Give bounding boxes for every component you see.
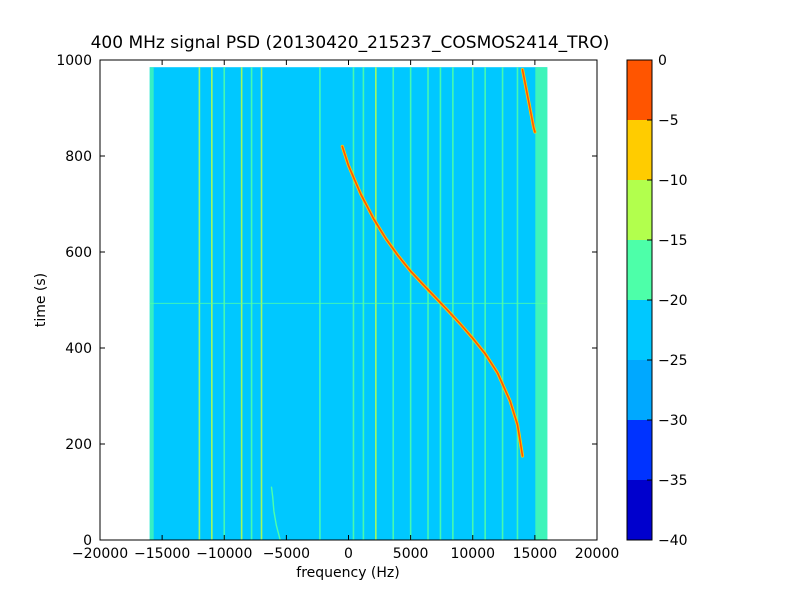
doppler-track <box>270 486 281 541</box>
x-axis-label: frequency (Hz) <box>296 565 399 581</box>
colorbar-tick-label: −20 <box>658 293 688 309</box>
y-tick-label: 800 <box>65 149 92 165</box>
doppler-track <box>521 68 536 133</box>
colorbar-segment <box>627 120 652 180</box>
y-tick-label: 0 <box>83 533 92 549</box>
doppler-track <box>341 145 524 457</box>
x-tick-label: 5000 <box>393 546 429 562</box>
x-tick-label: 20000 <box>575 546 620 562</box>
signal-features <box>149 67 548 541</box>
colorbar-tick-label: −10 <box>658 173 688 189</box>
colorbar-tick-label: −25 <box>658 353 688 369</box>
colorbar-segment <box>627 180 652 240</box>
y-tick-label: 400 <box>65 341 92 357</box>
colorbar-tick-label: 0 <box>658 53 667 69</box>
colorbar-tick-label: −15 <box>658 233 688 249</box>
x-tick-label: 0 <box>344 546 353 562</box>
x-tick-label: 15000 <box>513 546 558 562</box>
x-tick-label: −15000 <box>134 546 190 562</box>
colorbar-tick-label: −35 <box>658 473 688 489</box>
y-tick-label: 200 <box>65 437 92 453</box>
plot-area <box>99 59 598 541</box>
colorbar-tick-label: −30 <box>658 413 688 429</box>
chart-title: 400 MHz signal PSD (20130420_215237_COSM… <box>91 33 610 53</box>
x-tick-label: −20000 <box>72 546 128 562</box>
colorbar-tick-label: −40 <box>658 533 688 549</box>
colorbar-segment <box>627 240 652 300</box>
colorbar-segment <box>627 480 652 540</box>
y-axis: 0 200 400 600 800 1000 <box>56 53 597 549</box>
x-tick-label: −5000 <box>263 546 310 562</box>
colorbar-tick-label: −5 <box>658 113 679 129</box>
colorbar-segment <box>627 60 652 120</box>
y-axis-label: time (s) <box>33 273 49 327</box>
x-tick-label: −10000 <box>196 546 252 562</box>
x-tick-label: 10000 <box>450 546 495 562</box>
y-tick-label: 600 <box>65 245 92 261</box>
y-tick-label: 1000 <box>56 53 92 69</box>
colorbar-segment <box>627 300 652 360</box>
colorbar-segment <box>627 420 652 480</box>
x-axis: −20000 −15000 −10000 −5000 0 5000 10000 15000 20… <box>72 60 619 562</box>
colorbar-segment <box>627 360 652 420</box>
colorbar: −40 −35 −30 −25 −20 −15 −10 −5 0 <box>626 53 688 549</box>
